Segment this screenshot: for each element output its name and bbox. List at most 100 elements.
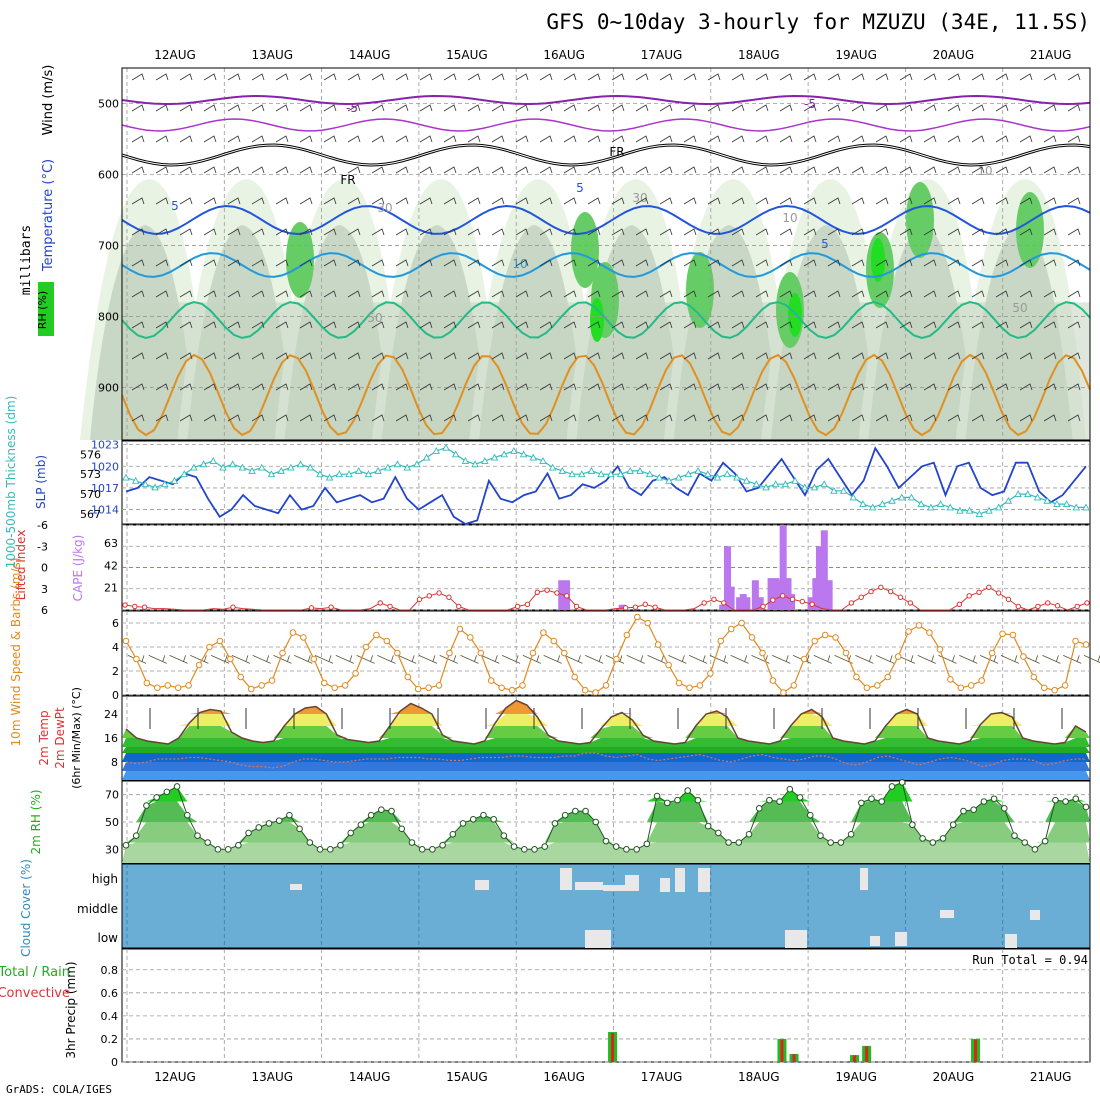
wind-barb: [203, 290, 217, 298]
thickness-marker: [781, 480, 790, 488]
wind-barb: [707, 383, 721, 391]
thickness-marker: [548, 463, 557, 471]
precip-convective-bar: [865, 1046, 869, 1062]
data-point: [817, 832, 824, 839]
wind-barb: [419, 104, 433, 112]
ylabel-slp: SLP (mb): [34, 455, 48, 509]
data-point: [675, 679, 683, 687]
date-label-bottom: 19AUG: [835, 1070, 877, 1084]
wind-barb: [203, 73, 217, 81]
thickness-marker: [519, 450, 528, 458]
wind-barb: [851, 197, 865, 205]
data-point: [310, 655, 318, 663]
thickness-tick-label: 573: [80, 468, 101, 481]
wind-barb: [563, 228, 577, 236]
wind-barb: [731, 352, 745, 360]
thickness-marker: [510, 447, 518, 454]
li-marker: [799, 598, 806, 605]
wind-barb: [659, 259, 673, 267]
thickness-marker: [384, 463, 392, 471]
data-point: [811, 637, 818, 645]
cloud-bar: [585, 930, 611, 948]
wind-barb: [203, 197, 217, 205]
wind-barb: [659, 321, 673, 329]
li-tick-label: 0: [41, 562, 48, 575]
wind-barb: [155, 73, 169, 81]
thickness-marker: [403, 463, 411, 471]
wind-barb: [707, 352, 721, 360]
wind-barb: [539, 228, 553, 236]
data-point: [487, 677, 495, 684]
wind-barb: [1019, 73, 1033, 81]
data-point: [540, 629, 547, 636]
wind-barb: [683, 104, 697, 112]
wind-barb: [515, 290, 529, 298]
wind-barb: [971, 166, 985, 174]
wind-barb: [731, 197, 745, 205]
wind-barb: [443, 73, 457, 81]
wind-barb: [1019, 228, 1033, 236]
wind-barb: [179, 383, 193, 391]
wind-barb: [515, 414, 529, 422]
data-point: [1030, 673, 1038, 681]
wind-barb: [659, 104, 673, 112]
data-point: [347, 829, 354, 837]
li-marker: [1045, 600, 1051, 606]
data-point: [446, 649, 453, 657]
wind-barb: [971, 321, 985, 329]
ylabel-cloud: Cloud Cover (%): [19, 859, 33, 957]
wind-barb: [467, 135, 481, 143]
wind-barb: [876, 655, 895, 664]
wind-barb: [875, 104, 889, 112]
wind-barb: [251, 135, 265, 143]
data-point: [717, 637, 725, 645]
thickness-marker: [859, 500, 867, 508]
data-point: [174, 684, 182, 692]
data-point: [696, 682, 704, 689]
data-point: [268, 677, 276, 684]
cloud-bar: [560, 868, 572, 890]
cloud-level-label: middle: [77, 902, 118, 916]
wind-barb: [515, 383, 529, 391]
wind-barb: [923, 414, 937, 422]
wind-barb: [875, 383, 889, 391]
cloud-bar: [625, 875, 639, 891]
date-label-top: 16AUG: [543, 48, 585, 62]
thickness-marker: [374, 466, 382, 474]
wind-barb: [1043, 414, 1057, 422]
temp-contour-20: [121, 353, 1091, 437]
date-label-bottom: 18AUG: [738, 1070, 780, 1084]
wind-barb: [779, 135, 793, 143]
wind-barb: [899, 197, 913, 205]
wind-barb: [827, 259, 841, 267]
thickness-marker: [1072, 503, 1081, 511]
precip-tick-label: 0: [111, 1056, 118, 1069]
data-point: [868, 795, 875, 803]
li-marker: [416, 596, 423, 603]
wind-barb: [371, 73, 385, 81]
wind-barb: [563, 383, 577, 391]
wind-barb: [659, 228, 673, 236]
wind-barb: [1067, 414, 1081, 422]
wind-barb: [1043, 383, 1057, 391]
cloud-bar: [860, 868, 868, 890]
wind-barb: [611, 414, 625, 422]
wind-barb: [1043, 352, 1057, 360]
chart-title: GFS 0~10day 3-hourly for MZUZU (34E, 11.…: [546, 10, 1090, 34]
wind-barb: [707, 259, 721, 267]
wind-barb: [755, 352, 769, 360]
wind-barb: [395, 135, 409, 143]
wind-barb: [227, 290, 241, 298]
wind-barb: [803, 414, 817, 422]
data-point: [388, 807, 395, 815]
wind-barb: [419, 352, 433, 360]
wind-barb: [275, 352, 289, 360]
data-point: [1021, 839, 1029, 846]
data-point: [300, 634, 307, 641]
thickness-marker: [762, 483, 770, 491]
data-point: [806, 811, 814, 819]
wind-barb: [707, 73, 721, 81]
wind-barb: [875, 197, 889, 205]
cape-tick-label: 21: [104, 582, 118, 595]
data-point: [748, 634, 756, 641]
